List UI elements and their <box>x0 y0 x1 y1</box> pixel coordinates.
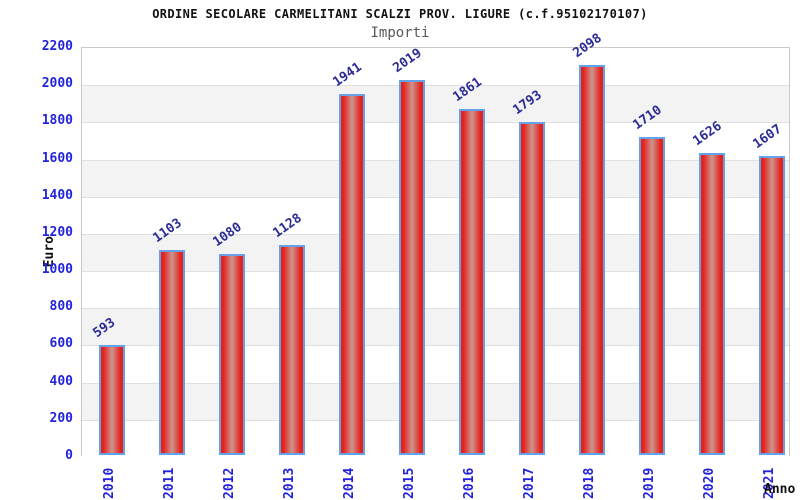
y-tick-label: 1600 <box>41 150 73 166</box>
y-tick-label: 1000 <box>41 262 73 278</box>
plot-band <box>82 382 789 420</box>
y-tick-label: 800 <box>49 299 73 315</box>
gridline <box>82 308 789 310</box>
gridline <box>82 122 789 124</box>
gridline <box>82 382 789 384</box>
bar-2014 <box>338 94 365 455</box>
plot-band <box>82 345 789 383</box>
gridline <box>82 196 789 198</box>
x-axis-title: Anno <box>764 482 796 497</box>
plot-band <box>82 159 789 197</box>
bar-2018 <box>578 64 605 455</box>
x-tick-label: 2017 <box>521 467 537 499</box>
x-tick-label: 2020 <box>701 467 717 499</box>
chart-title: ORDINE SECOLARE CARMELITANI SCALZI PROV.… <box>152 7 648 21</box>
y-tick-label: 2000 <box>41 76 73 92</box>
bar-2016 <box>458 109 485 455</box>
y-tick-label: 400 <box>49 373 73 389</box>
y-tick-label: 600 <box>49 336 73 352</box>
plot-band <box>82 271 789 309</box>
gridline <box>82 419 789 421</box>
x-tick-label: 2010 <box>101 467 117 499</box>
bar-2021 <box>758 156 785 455</box>
x-tick-label: 2011 <box>161 467 177 499</box>
gridline <box>82 271 789 273</box>
bar-2012 <box>218 254 245 455</box>
y-tick-label: 2200 <box>41 39 73 54</box>
bar-2010 <box>98 344 125 455</box>
y-tick-label: 1400 <box>41 187 73 203</box>
bar-2011 <box>158 249 185 455</box>
x-tick-label: 2013 <box>281 467 297 499</box>
plot-area: 593 1103 1080 1128 1941 2019 1861 1793 2098 1710 1… <box>81 31 790 457</box>
y-tick-label: 1800 <box>41 113 73 129</box>
bar-2017 <box>518 121 545 455</box>
x-tick-label: 2019 <box>641 467 657 499</box>
y-tick-label: 0 <box>65 448 73 463</box>
x-tick-label: 2014 <box>341 467 357 499</box>
x-tick-label: 2015 <box>401 467 417 499</box>
gridline <box>82 159 789 161</box>
x-tick-label: 2016 <box>461 467 477 499</box>
plot-band <box>82 233 789 272</box>
y-tick-label: 200 <box>49 410 73 426</box>
bar-2013 <box>278 245 305 455</box>
y-axis-tick-labels: 0 200 400 600 800 1000 1200 1400 1600 1800 2000 220… <box>0 0 77 500</box>
plot-band <box>82 122 789 160</box>
y-tick-label: 1200 <box>41 224 73 240</box>
gridline <box>82 345 789 347</box>
bar-2015 <box>398 79 425 455</box>
x-tick-label: 2012 <box>221 467 237 499</box>
gridline <box>82 233 789 235</box>
bar-2020 <box>698 152 725 455</box>
chart-subtitle: Importi <box>370 25 430 41</box>
plot-band <box>82 196 789 234</box>
plot-band <box>82 48 789 86</box>
gridline <box>82 85 789 87</box>
bar-2019 <box>638 137 665 455</box>
x-tick-label: 2018 <box>581 467 597 499</box>
plot-band <box>82 419 789 457</box>
plot-band <box>82 308 789 346</box>
plot-band <box>82 85 789 123</box>
